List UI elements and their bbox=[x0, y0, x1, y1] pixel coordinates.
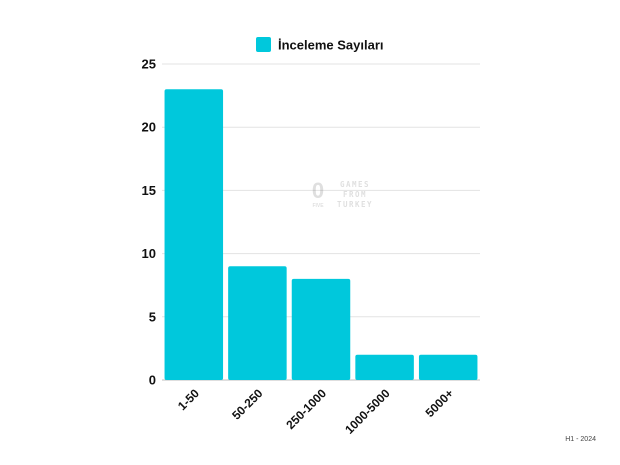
x-axis-ticks: 1-50 50-250 250-1000 1000-5000 5000+ bbox=[175, 386, 456, 437]
watermark-line-2: FROM bbox=[343, 190, 367, 199]
legend-label: İnceleme Sayıları bbox=[278, 38, 384, 53]
watermark-caption: FIVE bbox=[312, 203, 324, 209]
bar-5000+[interactable] bbox=[418, 354, 478, 380]
y-tick-label: 20 bbox=[142, 120, 156, 135]
y-tick-label: 0 bbox=[149, 373, 156, 388]
x-tick-label: 1-50 bbox=[175, 386, 202, 413]
footer-period-label: H1 - 2024 bbox=[565, 436, 596, 443]
bar-1-50[interactable] bbox=[164, 89, 224, 380]
x-tick-label: 5000+ bbox=[423, 386, 457, 420]
y-tick-label: 25 bbox=[142, 57, 156, 72]
watermark-line-3: TURKEY bbox=[337, 200, 373, 209]
y-tick-label: 15 bbox=[142, 183, 156, 198]
bar-50-250[interactable] bbox=[228, 266, 287, 380]
bars bbox=[164, 89, 478, 380]
watermark-logo: 0 FIVE GAMES FROM TURKEY bbox=[312, 178, 373, 209]
watermark-glyph: 0 bbox=[312, 178, 324, 203]
x-tick-label: 250-1000 bbox=[283, 386, 329, 432]
watermark-line-1: GAMES bbox=[340, 180, 370, 189]
y-tick-label: 5 bbox=[149, 309, 156, 324]
bar-250-1000[interactable] bbox=[291, 278, 351, 380]
legend[interactable]: İnceleme Sayıları bbox=[256, 37, 384, 53]
y-axis-ticks: 0 5 10 15 20 25 bbox=[142, 57, 156, 388]
legend-swatch bbox=[256, 37, 271, 52]
y-tick-label: 10 bbox=[142, 246, 156, 261]
bar-1000-5000[interactable] bbox=[355, 354, 414, 380]
x-tick-label: 50-250 bbox=[229, 386, 266, 423]
x-tick-label: 1000-5000 bbox=[342, 386, 393, 437]
